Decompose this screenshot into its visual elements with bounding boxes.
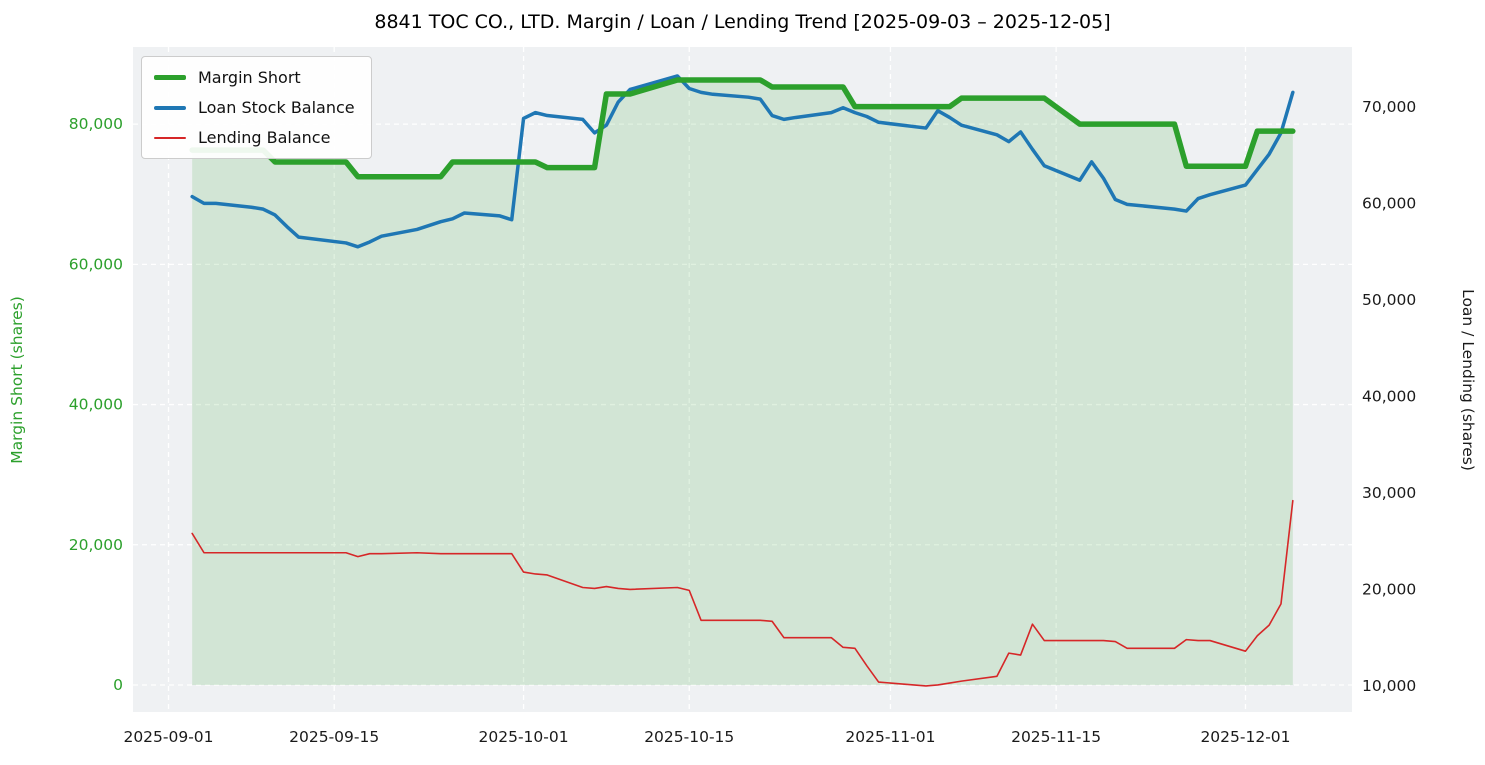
lending-balance-swatch — [154, 136, 186, 139]
left-tick-label: 40,000 — [69, 396, 123, 414]
x-tick-label: 2025-10-01 — [479, 728, 569, 746]
loan-stock-balance-swatch — [154, 105, 186, 110]
margin-short-fill — [192, 79, 1293, 686]
right-tick-label: 30,000 — [1362, 484, 1416, 502]
right-tick-label: 10,000 — [1362, 677, 1416, 695]
right-axis-label: Loan / Lending (shares) — [1459, 289, 1477, 471]
chart-title: 8841 TOC CO., LTD. Margin / Loan / Lendi… — [374, 11, 1111, 33]
left-tick-label: 80,000 — [69, 115, 123, 133]
x-tick-label: 2025-09-01 — [123, 728, 213, 746]
x-tick-label: 2025-09-15 — [289, 728, 379, 746]
legend-item-loan-stock-balance: Loan Stock Balance — [154, 98, 355, 117]
right-tick-label: 60,000 — [1362, 194, 1416, 212]
margin-short-swatch — [154, 75, 186, 80]
left-axis-label: Margin Short (shares) — [8, 296, 26, 464]
legend-label: Margin Short — [198, 68, 301, 87]
lending-balance-line — [191, 499, 1294, 687]
legend-label: Lending Balance — [198, 128, 331, 147]
legend-label: Loan Stock Balance — [198, 98, 355, 117]
right-tick-label: 40,000 — [1362, 387, 1416, 405]
x-tick-label: 2025-11-01 — [845, 728, 935, 746]
x-tick-label: 2025-11-15 — [1011, 728, 1101, 746]
legend-item-lending-balance: Lending Balance — [154, 128, 355, 147]
legend-item-margin-short: Margin Short — [154, 68, 355, 87]
margin-short-line — [189, 77, 1296, 180]
right-tick-label: 50,000 — [1362, 291, 1416, 309]
right-tick-label: 20,000 — [1362, 580, 1416, 598]
legend: Margin Short Loan Stock Balance Lending Ba… — [141, 56, 372, 159]
left-tick-label: 20,000 — [69, 536, 123, 554]
right-tick-label: 70,000 — [1362, 98, 1416, 116]
left-tick-label: 60,000 — [69, 255, 123, 273]
x-tick-label: 2025-12-01 — [1200, 728, 1290, 746]
loan-stock-balance-line — [190, 74, 1295, 249]
left-tick-label: 0 — [113, 676, 123, 694]
x-tick-label: 2025-10-15 — [644, 728, 734, 746]
